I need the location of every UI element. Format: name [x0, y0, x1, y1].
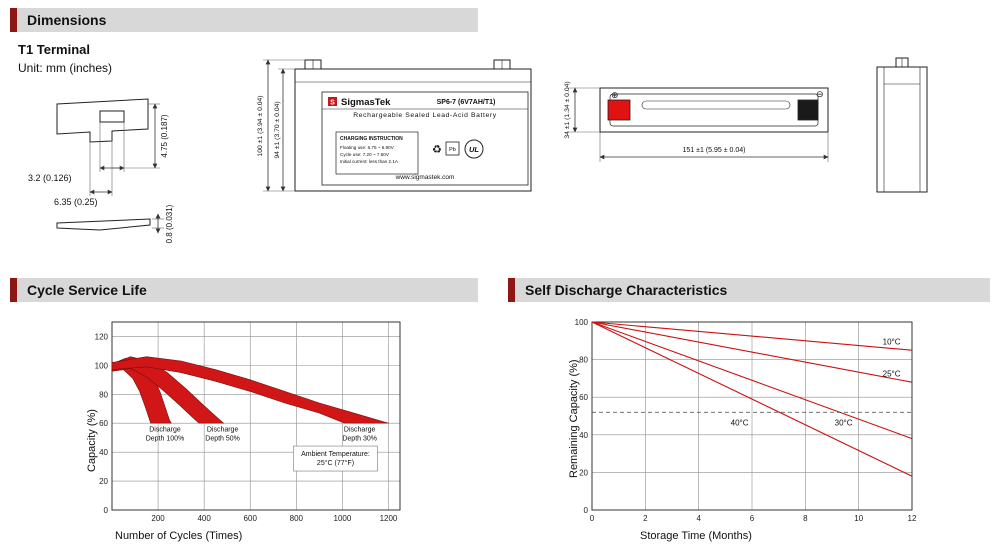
section-title: Self Discharge Characteristics [525, 282, 728, 298]
y-tick-label: 60 [99, 419, 108, 428]
y-tick-label: 80 [579, 356, 588, 365]
x-tick-label: 10 [854, 514, 863, 523]
section-title: Cycle Service Life [27, 282, 147, 298]
y-tick-label: 0 [104, 506, 109, 515]
plus-symbol: ⊕ [611, 90, 619, 100]
sd-xlabel: Storage Time (Months) [640, 530, 752, 542]
plot-border [111, 321, 401, 511]
dim-tab-height: 4.75 (0.187) [160, 114, 169, 157]
self-discharge-chart: 0 2 4 6 8 10 12 0 20 40 60 80 100 10°C 25°C 40°C 30°C [575, 318, 917, 523]
annotation-box [293, 445, 378, 472]
y-tick-label: 120 [95, 332, 109, 341]
y-tick-label: 0 [584, 506, 589, 515]
x-tick-label: 12 [908, 514, 917, 523]
x-tick-label: 6 [750, 514, 755, 523]
series-line [591, 321, 913, 383]
series-line [591, 321, 913, 477]
dimension-drawings: 3.2 (0.126) 6.35 (0.25) 4.75 (0.187) 0.8… [28, 57, 928, 243]
x-tick-label: 400 [197, 514, 211, 523]
battery-front-view: S SigmasTek SP6-7 (6V7AH/T1) Rechargeabl… [257, 59, 532, 192]
series-line [591, 321, 913, 351]
annotation-text: Discharge [344, 426, 376, 433]
ul-mark-icon [464, 139, 484, 159]
sd-ylabel: Remaining Capacity (%) [568, 359, 580, 478]
x-tick-label: 2 [643, 514, 648, 523]
x-tick-label: 0 [590, 514, 595, 523]
y-tick-label: 40 [99, 448, 108, 457]
brand-logo-square [328, 97, 337, 106]
annotation-text: 25°C (77°F) [317, 459, 354, 467]
battery-side-view [876, 57, 928, 193]
y-tick-label: 100 [575, 318, 589, 327]
y-tick-label: 40 [579, 431, 588, 440]
dim-length: 151 ±1 (5.95 ± 0.04) [683, 147, 746, 154]
positive-terminal [607, 99, 631, 121]
x-tick-label: 200 [151, 514, 165, 523]
recycle-pb-icon: ♻ [432, 144, 442, 156]
x-tick-label: 1000 [334, 514, 352, 523]
plot-border [591, 321, 913, 511]
annotation-text: Discharge [149, 426, 181, 433]
series-line [591, 321, 913, 440]
cycle-xlabel: Number of Cycles (Times) [115, 530, 243, 542]
t1-terminal-detail-drawing: 3.2 (0.126) 6.35 (0.25) 4.75 (0.187) 0.8… [28, 98, 174, 243]
header-accent-bar [10, 278, 17, 302]
model-number: SP6-7 (6V7AH/T1) [437, 99, 496, 106]
series-label: 40°C [731, 418, 749, 427]
annotation-text: Depth 100% [146, 435, 185, 442]
y-tick-label: 100 [95, 361, 109, 370]
battery-type-line: Rechargeable Sealed Lead-Acid Battery [353, 112, 497, 119]
dim-body-height: 94 ±1 (3.70 ± 0.04) [274, 101, 281, 158]
x-tick-label: 1200 [380, 514, 398, 523]
discharge-band [111, 356, 389, 424]
cycle-service-life-chart: 200 400 600 800 1000 1200 0 20 40 60 80 100 120 Disch… [95, 321, 401, 523]
charging-line-1: Floating use: 6.75 ~ 6.90V [340, 145, 395, 150]
negative-terminal [797, 99, 819, 121]
series-label: 25°C [883, 370, 901, 379]
series-label: 10°C [883, 338, 901, 347]
charging-line-3: Initial current: less than 2.1A [340, 159, 399, 164]
annotation-text: Depth 50% [205, 435, 240, 442]
y-tick-label: 60 [579, 393, 588, 402]
terminal-type-label: T1 Terminal [18, 42, 91, 57]
pb-label: Pb [449, 147, 456, 153]
annotation-text: Depth 30% [342, 435, 377, 442]
cycle-ylabel: Capacity (%) [86, 409, 98, 472]
ul-label: UL [469, 145, 479, 154]
charging-instruction-title: CHARGING INSTRUCTION [340, 136, 403, 142]
dim-thickness: 0.8 (0.031) [165, 204, 174, 243]
brand-name: SigmasTek [341, 97, 391, 108]
minus-symbol: ⊖ [816, 89, 824, 99]
x-tick-label: 600 [244, 514, 258, 523]
dim-notch-width: 3.2 (0.126) [28, 173, 72, 183]
y-tick-label: 80 [99, 390, 108, 399]
y-tick-label: 20 [99, 477, 108, 486]
section-header-dimensions: Dimensions [10, 8, 478, 32]
x-tick-label: 8 [803, 514, 808, 523]
x-tick-label: 800 [290, 514, 304, 523]
header-accent-bar [10, 8, 17, 32]
dim-overall-height: 100 ±1 (3.94 ± 0.04) [257, 95, 264, 156]
section-title: Dimensions [27, 12, 107, 28]
dim-width: 34 ±1 (1.34 ± 0.04) [564, 81, 571, 138]
charging-line-2: Cycle use: 7.20 ~ 7.50V [340, 152, 390, 157]
brand-logo-letter: S [330, 100, 335, 107]
dim-tab-width: 6.35 (0.25) [54, 197, 98, 207]
y-tick-label: 20 [579, 468, 588, 477]
annotation-text: Discharge [207, 426, 239, 433]
x-tick-label: 4 [696, 514, 701, 523]
annotation-text: Ambient Temperature: [301, 451, 370, 458]
unit-label: Unit: mm (inches) [18, 61, 113, 75]
section-header-self-discharge: Self Discharge Characteristics [508, 278, 990, 302]
battery-top-view: ⊕ ⊖ 151 ±1 (5.95 ± 0.04) 34 ±1 (1.34 ± 0… [564, 81, 829, 162]
section-header-cycle-service-life: Cycle Service Life [10, 278, 478, 302]
header-accent-bar [508, 278, 515, 302]
website-text: www.sigmastek.com [395, 174, 455, 181]
series-label: 30°C [835, 418, 853, 427]
